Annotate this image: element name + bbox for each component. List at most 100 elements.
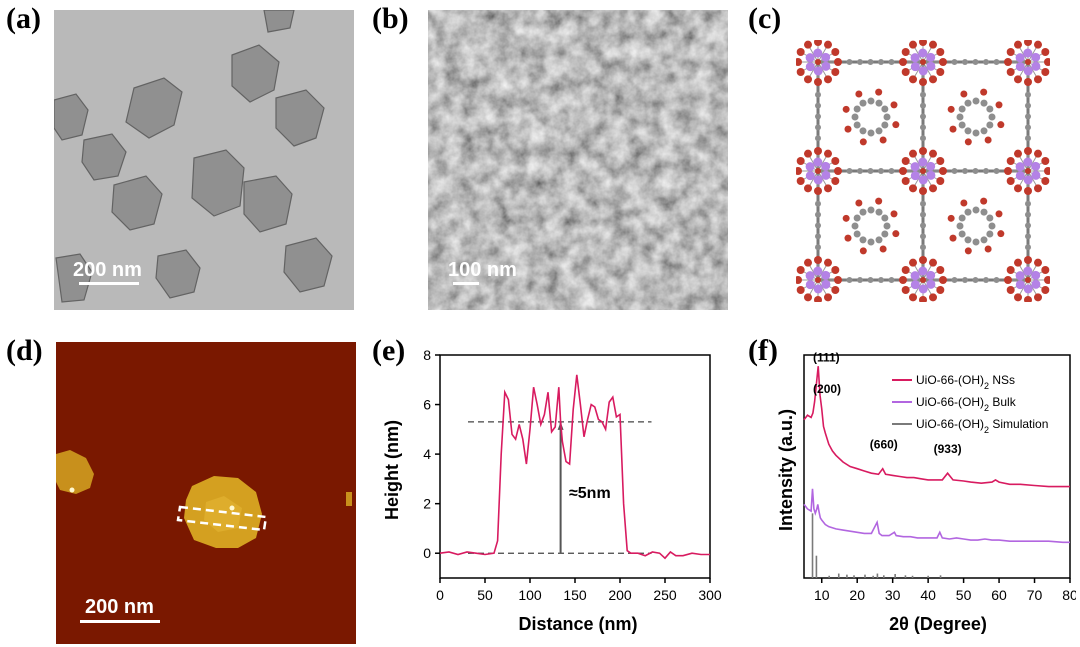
zr-atom [813,157,823,167]
zr-atom [813,266,823,276]
oxygen-atom [919,40,927,46]
oxygen-atom [796,58,802,66]
oxygen-atom [1044,276,1050,284]
zr-atom [1015,162,1025,172]
oxygen-atom [1014,40,1022,49]
oxygen-atom [796,286,805,294]
legend-entry: UiO-66-(OH)2 Bulk [916,395,1017,413]
ring-atom [972,97,980,105]
oxygen-atom [831,177,840,185]
y-tick-label: 8 [423,347,431,363]
ring-atom [867,129,875,137]
carbon-atom [867,277,874,283]
ring-atom [859,127,867,135]
ring-atom [859,99,867,107]
carbon-atom [815,233,821,240]
oxygen-atom [919,78,927,86]
carbon-atom [920,244,926,251]
carbon-atom [983,277,989,283]
oxygen-atom [899,58,907,66]
carbon-atom [993,59,1000,65]
oxygen-atom [814,147,822,155]
oxygen-atom [831,68,840,76]
carbon-atom [962,59,968,65]
carbon-atom [920,102,926,109]
carbon-atom [972,59,979,65]
x-tick-label: 0 [436,587,444,603]
x-tick-label: 100 [518,587,542,603]
ring-atom [958,121,966,129]
panel-label-a: (a) [6,2,41,35]
oxygen-atom [1024,187,1032,195]
oxygen-atom [1034,258,1042,267]
oxygen-atom [824,149,832,158]
ring-atom [972,129,980,137]
ring-atom [853,105,861,113]
ring-atom [853,214,861,222]
oxygen-atom [947,105,955,113]
zr-atom [918,266,928,276]
carbon-atom [1025,222,1031,229]
oxygen-atom [1034,75,1042,84]
zr-atom [918,48,928,58]
oxygen-atom [1044,167,1050,175]
crystal-structure [796,40,1050,302]
ring-atom [853,230,861,238]
carbon-atom [920,211,926,218]
oxygen-atom [995,210,1003,218]
oxygen-atom [831,157,840,165]
oxygen-atom [815,277,821,283]
oxygen-atom [842,214,850,222]
carbon-atom [951,168,958,174]
oxygen-atom [804,75,812,84]
ring-atom [851,222,859,230]
ring-atom [964,127,972,135]
oxygen-atom [796,68,805,76]
zr-atom [821,170,831,180]
oxygen-atom [1025,277,1031,283]
zr-atom [821,270,831,280]
bulk-pattern-line [803,488,1070,544]
oxygen-atom [997,121,1005,129]
oxygen-atom [1014,184,1022,193]
oxygen-atom [879,136,887,144]
oxygen-atom [1004,276,1012,284]
oxygen-atom [1006,157,1015,165]
carbon-atom [815,135,821,142]
y-tick-label: 0 [423,545,431,561]
zr-atom [918,284,928,294]
x-tick-label: 10 [814,587,830,603]
oxygen-atom [936,157,945,165]
oxygen-atom [901,177,910,185]
oxygen-atom [980,197,988,205]
zr-atom [1015,280,1025,290]
carbon-atom [962,168,968,174]
oxygen-atom [1041,177,1050,185]
oxygen-atom [984,136,992,144]
carbon-atom [888,59,895,65]
x-tick-label: 150 [563,587,587,603]
x-tick-label: 250 [653,587,677,603]
carbon-atom [846,59,853,65]
zr-atom [1015,271,1025,281]
carbon-atom [815,200,821,207]
oxygen-atom [834,276,842,284]
zr-atom [926,161,936,171]
oxygen-atom [1024,296,1032,302]
oxygen-atom [901,157,910,165]
y-axis-label: Height (nm) [382,420,402,520]
xrd-pattern-chart: 10 20 30 40 50 60 70 80 (111) (200) (660) (933) Ui… [776,351,1076,634]
oxygen-atom [920,277,926,283]
ring-atom [881,121,889,129]
oxygen-atom [909,258,917,267]
oxygen-atom [1034,184,1042,193]
carbon-atom [951,277,958,283]
oxygen-atom [939,276,947,284]
scale-bar-label-b: 100 nm [448,259,517,281]
ring-atom [958,105,966,113]
ring-atom [881,230,889,238]
zr-atom [910,53,920,63]
carbon-atom [815,222,821,229]
oxygen-atom [909,75,917,84]
carbon-atom [1025,124,1031,131]
